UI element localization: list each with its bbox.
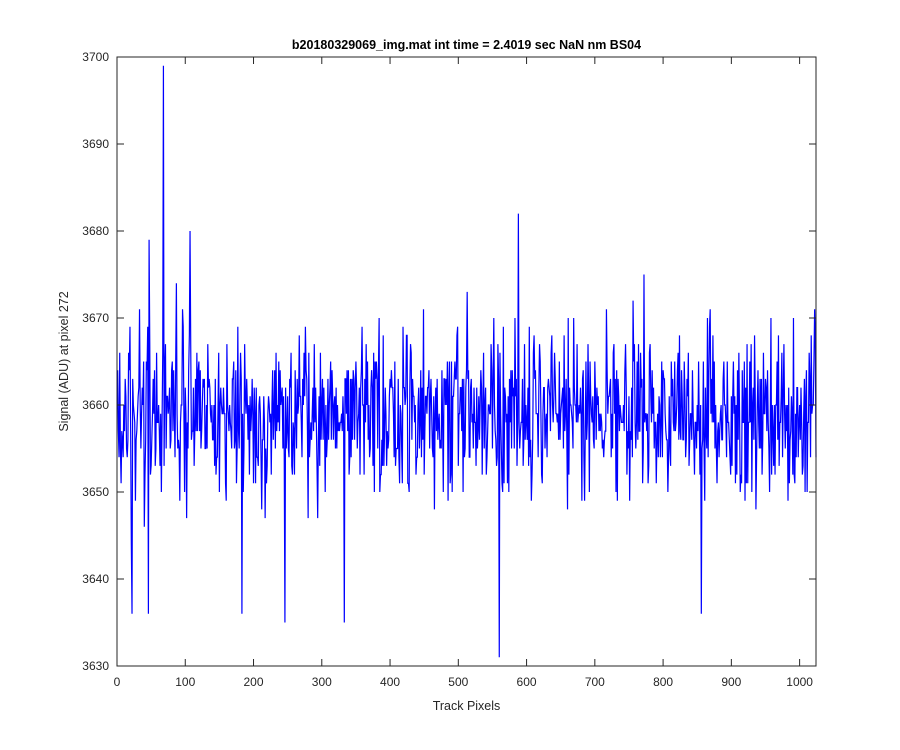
y-tick-label: 3700	[82, 50, 109, 64]
chart-title: b20180329069_img.mat int time = 2.4019 s…	[292, 38, 641, 52]
x-tick-label: 200	[244, 675, 264, 689]
x-tick-label: 300	[312, 675, 332, 689]
x-tick-label: 700	[585, 675, 605, 689]
y-tick-label: 3690	[82, 137, 109, 151]
y-tick-label: 3640	[82, 572, 109, 586]
x-tick-label: 500	[448, 675, 468, 689]
x-tick-label: 400	[380, 675, 400, 689]
x-axis-title: Track Pixels	[433, 699, 501, 713]
series-layer	[117, 65, 817, 658]
y-tick-label: 3630	[82, 659, 109, 673]
series-line	[117, 65, 817, 658]
x-tick-label: 100	[175, 675, 195, 689]
x-tick-label: 0	[114, 675, 121, 689]
labels-layer: 0 100 200 300 400 500 600 700 800 900 1000 3630 3640…	[82, 50, 813, 689]
x-tick-label: 600	[517, 675, 537, 689]
y-tick-label: 3680	[82, 224, 109, 238]
plot-frame	[116, 56, 817, 667]
x-tick-label: 800	[653, 675, 673, 689]
x-tick-label: 1000	[786, 675, 813, 689]
y-axis-title: Signal (ADU) at pixel 272	[57, 291, 71, 431]
y-tick-label: 3650	[82, 485, 109, 499]
x-tick-label: 900	[721, 675, 741, 689]
y-tick-label: 3670	[82, 311, 109, 325]
y-tick-label: 3660	[82, 398, 109, 412]
